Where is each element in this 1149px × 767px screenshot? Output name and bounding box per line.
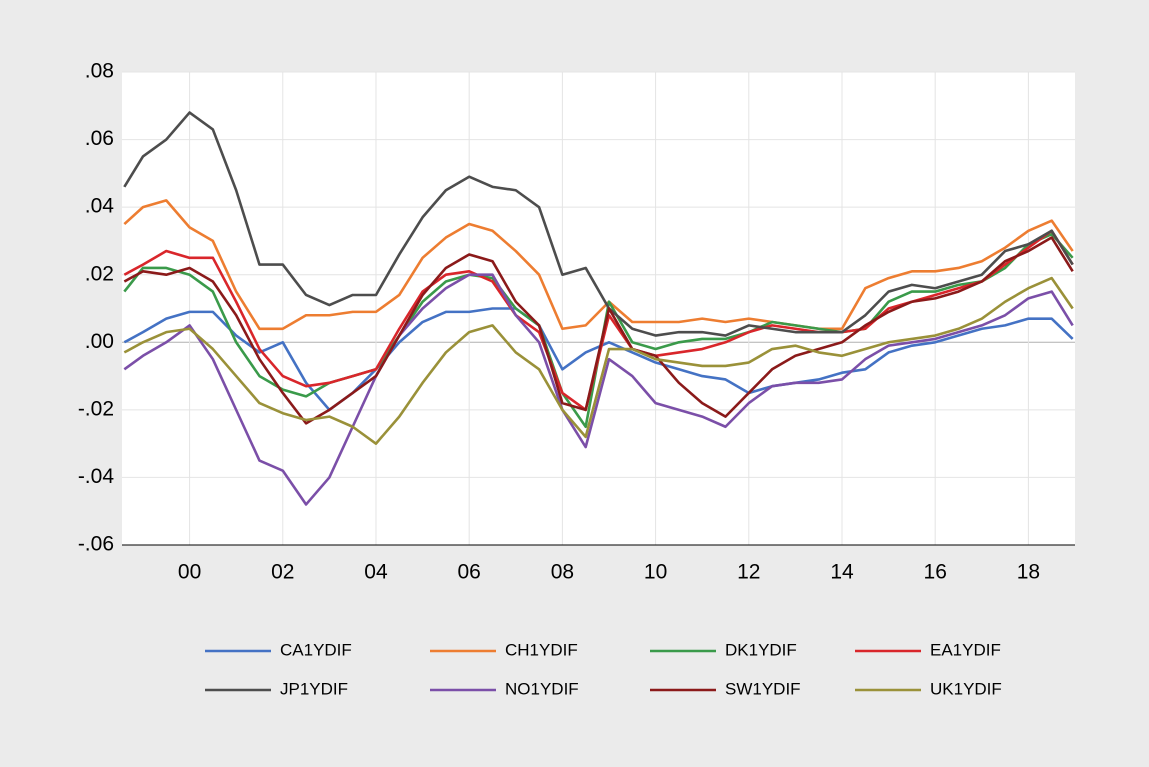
legend: CA1YDIF CH1YDIF DK1YDIF EA1YDIF JP1YDIF NO1YD… (205, 640, 1002, 698)
legend-label: JP1YDIF (280, 679, 348, 698)
legend-label: CH1YDIF (505, 640, 578, 659)
series-line (123, 111, 1074, 337)
y-tick-label: -.04 (78, 465, 115, 488)
series-line (123, 273, 1074, 506)
x-tick-label: 14 (830, 561, 854, 584)
legend-label: DK1YDIF (725, 640, 797, 659)
y-tick-label: .04 (85, 195, 115, 218)
legend-label: SW1YDIF (725, 679, 801, 698)
axes: .08 .06 .04 .02 .00 -.02 -.04 -.06 00 02 04 06 08 10 1… (78, 60, 1075, 584)
x-tick-label: 18 (1017, 561, 1040, 584)
x-tick-label: 08 (551, 561, 574, 584)
series-line (123, 307, 1074, 412)
legend-label: CA1YDIF (280, 640, 352, 659)
legend-label: UK1YDIF (930, 679, 1002, 698)
y-tick-label: .00 (85, 330, 114, 353)
y-tick-label: .06 (85, 127, 114, 150)
x-tick-label: 00 (178, 561, 201, 584)
legend-label: NO1YDIF (505, 679, 579, 698)
x-tick-label: 02 (271, 561, 294, 584)
series-line (123, 236, 1074, 425)
y-tick-label: -.06 (78, 533, 114, 556)
x-tick-label: 12 (737, 561, 760, 584)
x-tick-label: 06 (458, 561, 481, 584)
legend-label: EA1YDIF (930, 640, 1001, 659)
y-tick-label: -.02 (78, 397, 114, 420)
y-tick-label: .08 (85, 60, 114, 83)
grid (122, 71, 1075, 546)
lines (123, 111, 1074, 506)
plot-area (122, 72, 1075, 545)
x-tick-label: 16 (924, 561, 947, 584)
x-tick-label: 04 (364, 561, 388, 584)
y-tick-label: .02 (85, 262, 114, 285)
series-line (123, 276, 1074, 445)
series-line (123, 199, 1074, 331)
x-tick-label: 10 (644, 561, 667, 584)
